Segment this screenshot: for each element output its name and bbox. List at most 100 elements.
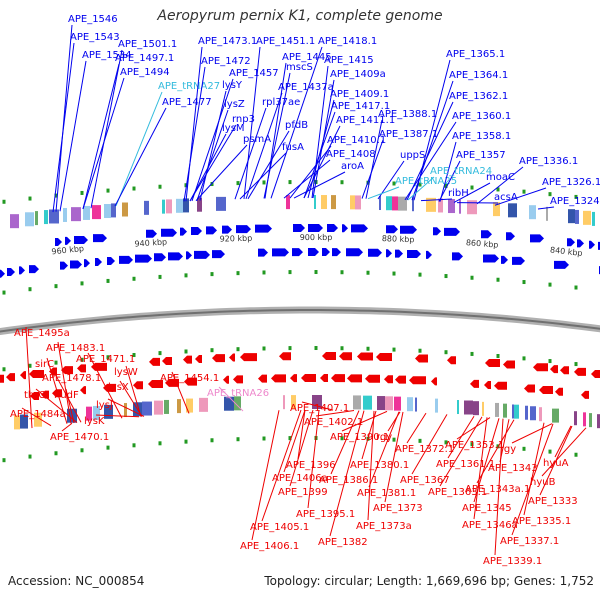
forward-gene-label: APE_1324 — [550, 196, 600, 207]
reverse-gene-arrow — [431, 377, 437, 386]
ring-tick — [262, 346, 266, 351]
reverse-gene-arrow — [0, 374, 4, 383]
forward-gene-arrow — [452, 252, 463, 261]
forward-gene-label: APE_1360.1 — [452, 111, 511, 122]
reverse-gene-label: APE_1396 — [286, 460, 336, 471]
forward-gene-arrow — [483, 254, 499, 263]
reverse-label-leader — [65, 388, 75, 424]
forward-label-leader — [293, 171, 346, 199]
forward-gene-label: rpl37ae — [262, 97, 300, 108]
forward-gene-arrow — [65, 236, 71, 245]
forward-gene-label: APE_1451.1 — [256, 36, 315, 47]
reverse-function-block — [377, 396, 385, 411]
forward-gene-label: APE_1365.1 — [446, 49, 505, 60]
ring-tick — [522, 446, 526, 451]
forward-gene-label: APE_1501.1 — [118, 39, 177, 50]
forward-label-leader — [411, 80, 454, 201]
forward-label-leader — [52, 42, 75, 213]
forward-gene-arrow — [589, 240, 595, 249]
reverse-gene-arrow — [524, 384, 535, 393]
ring-tick — [236, 437, 240, 442]
forward-gene-label: APE_1472 — [201, 56, 251, 67]
ring-tick — [444, 350, 448, 355]
forward-gene-label: APE_tRNA24 — [430, 166, 492, 177]
reverse-gene-label: lysJ — [96, 400, 113, 411]
forward-gene-arrow — [186, 251, 192, 260]
reverse-function-block — [363, 395, 372, 410]
forward-function-block — [392, 196, 398, 211]
ring-tick — [418, 272, 422, 277]
ring-tick — [522, 356, 526, 361]
ring-tick — [106, 445, 110, 450]
ring-tick — [158, 274, 162, 279]
forward-gene-label: lysM — [222, 123, 245, 134]
forward-gene-arrow — [292, 248, 303, 257]
reverse-gene-label: sirC — [35, 359, 54, 370]
reverse-gene-arrow — [560, 366, 569, 375]
reverse-gene-arrow — [271, 374, 286, 383]
reverse-label-leader — [61, 422, 73, 432]
forward-label-leader — [303, 111, 336, 199]
reverse-gene-arrow — [533, 363, 548, 372]
reverse-gene-arrow — [550, 365, 558, 374]
reverse-function-block — [589, 413, 592, 428]
reverse-gene-label: APE_1454.1 — [160, 373, 219, 384]
forward-function-block — [321, 195, 327, 210]
reverse-gene-arrow — [195, 355, 202, 364]
forward-gene-label: APE_1408 — [326, 149, 376, 160]
forward-gene-arrow — [512, 256, 525, 265]
ring-tick — [262, 436, 266, 441]
reverse-gene-label: APE_1372.1 — [395, 444, 454, 455]
forward-gene-arrow — [386, 249, 392, 258]
forward-gene-label: pfdB — [285, 120, 308, 131]
ring-tick — [28, 363, 32, 368]
reverse-gene-arrow — [6, 373, 15, 382]
forward-function-block — [92, 205, 101, 220]
reverse-gene-label: APE_1380.1 — [350, 460, 409, 471]
forward-gene-arrow — [386, 225, 398, 234]
forward-gene-arrow — [29, 265, 39, 274]
reverse-label-leader — [21, 407, 52, 427]
reverse-function-block — [224, 396, 234, 411]
reverse-function-block — [124, 403, 127, 418]
figure-title: Aeropyrum pernix K1, complete genome — [157, 8, 443, 24]
reverse-function-block — [104, 404, 113, 419]
forward-function-block — [314, 195, 316, 210]
ring-tick — [444, 183, 448, 188]
forward-gene-arrow — [119, 255, 133, 264]
forward-label-leader — [82, 63, 120, 210]
reverse-gene-label: hyuA — [543, 458, 569, 469]
ring-tick — [470, 442, 474, 447]
reverse-label-leader — [261, 409, 302, 522]
reverse-gene-label: APE_1399 — [278, 487, 328, 498]
reverse-gene-arrow — [41, 390, 49, 399]
ring-tick — [106, 355, 110, 360]
reverse-gene-arrow — [447, 356, 456, 365]
reverse-label-leader — [406, 412, 427, 444]
ring-tick — [340, 346, 344, 351]
forward-gene-arrow — [351, 224, 368, 233]
forward-gene-arrow — [293, 224, 305, 233]
forward-function-block — [493, 202, 500, 217]
reverse-gene-arrow — [183, 355, 192, 364]
forward-gene-arrow — [567, 238, 575, 247]
forward-gene-arrow — [168, 252, 183, 261]
reverse-label-leader — [341, 410, 388, 432]
forward-function-block — [398, 196, 407, 211]
reverse-gene-label: APE_1367 — [400, 475, 450, 486]
ring-tick — [340, 180, 344, 185]
forward-gene-arrow — [322, 248, 330, 257]
reverse-gene-arrow — [574, 367, 586, 376]
forward-function-block — [529, 205, 536, 220]
ring-tick — [210, 438, 214, 443]
reverse-label-leader — [541, 427, 587, 477]
forward-label-leader — [115, 91, 163, 207]
ring-tick — [80, 190, 84, 195]
reverse-label-leader — [119, 380, 143, 417]
forward-gene-arrow — [180, 227, 187, 236]
reverse-gene-arrow — [258, 374, 267, 383]
forward-gene-label: APE_1457 — [229, 68, 279, 79]
forward-function-block — [412, 197, 414, 212]
forward-function-block — [35, 211, 38, 226]
reverse-label-leader — [511, 423, 554, 536]
